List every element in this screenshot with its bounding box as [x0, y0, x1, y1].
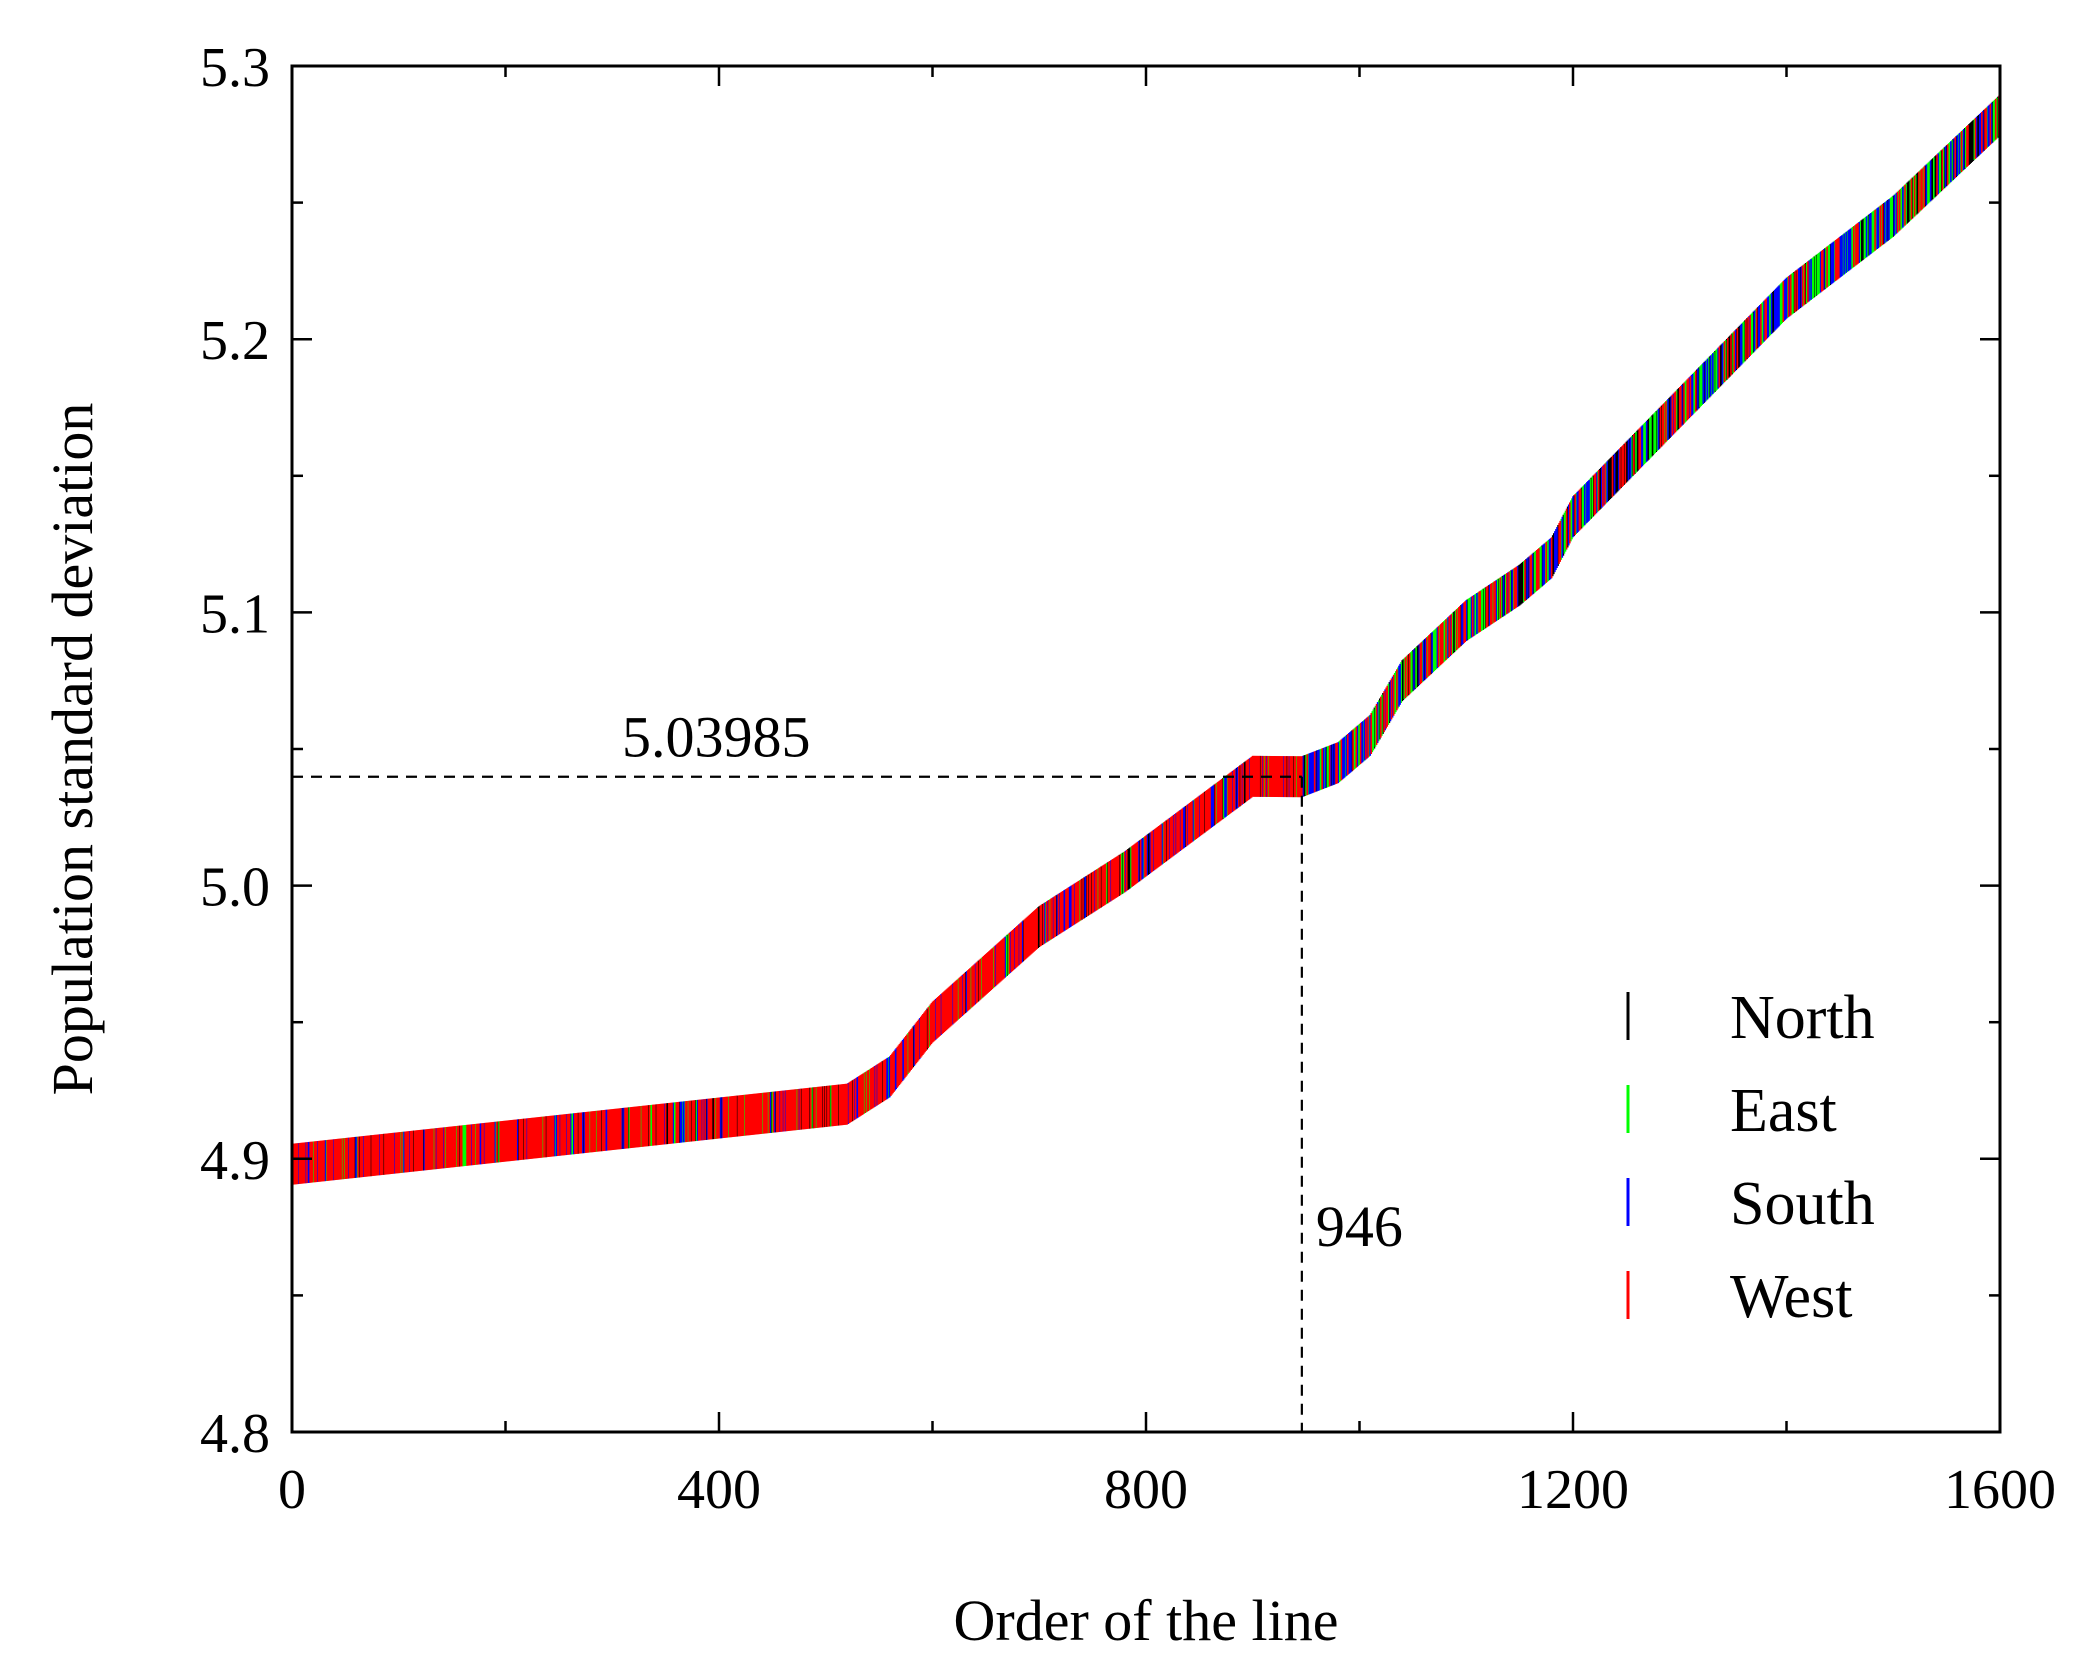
series-east: [312, 97, 1998, 1183]
x-axis-title: Order of the line: [954, 1588, 1339, 1653]
series-south: [297, 94, 2001, 1185]
legend: North East South West: [1626, 984, 1875, 1331]
y-tick-label: 5.1: [200, 583, 270, 645]
legend-label-south: South: [1730, 1170, 1875, 1238]
x-tick-label: 1600: [1944, 1459, 2056, 1521]
y-tick-label: 4.9: [200, 1130, 270, 1192]
y-tick-label: 5.2: [200, 310, 270, 372]
x-tick-label: 1200: [1517, 1459, 1629, 1521]
label-layer: 0 400 800 1200 1600 4.8 4.9 5.0 5.1 5.2 5.3 Order o…: [40, 37, 2056, 1653]
legend-label-west: West: [1730, 1263, 1852, 1331]
legend-label-east: East: [1730, 1077, 1837, 1145]
series-west: [291, 95, 2000, 1185]
y-tick-label: 4.8: [200, 1403, 270, 1465]
annotation-y-value: 5.03985: [622, 705, 811, 770]
y-tick-label: 5.3: [200, 37, 270, 99]
y-tick-label: 5.0: [200, 857, 270, 919]
tick-layer: [290, 64, 2002, 1434]
x-tick-label: 800: [1104, 1459, 1188, 1521]
x-tick-label: 0: [278, 1459, 306, 1521]
y-axis-title: Population standard deviation: [40, 403, 105, 1096]
data-layer: [291, 94, 2001, 1185]
annotation-x-value: 946: [1316, 1194, 1403, 1259]
legend-label-north: North: [1730, 984, 1875, 1052]
series-north: [354, 96, 1999, 1178]
x-tick-label: 400: [677, 1459, 761, 1521]
annotation-layer: 5.03985 946: [292, 705, 1403, 1432]
